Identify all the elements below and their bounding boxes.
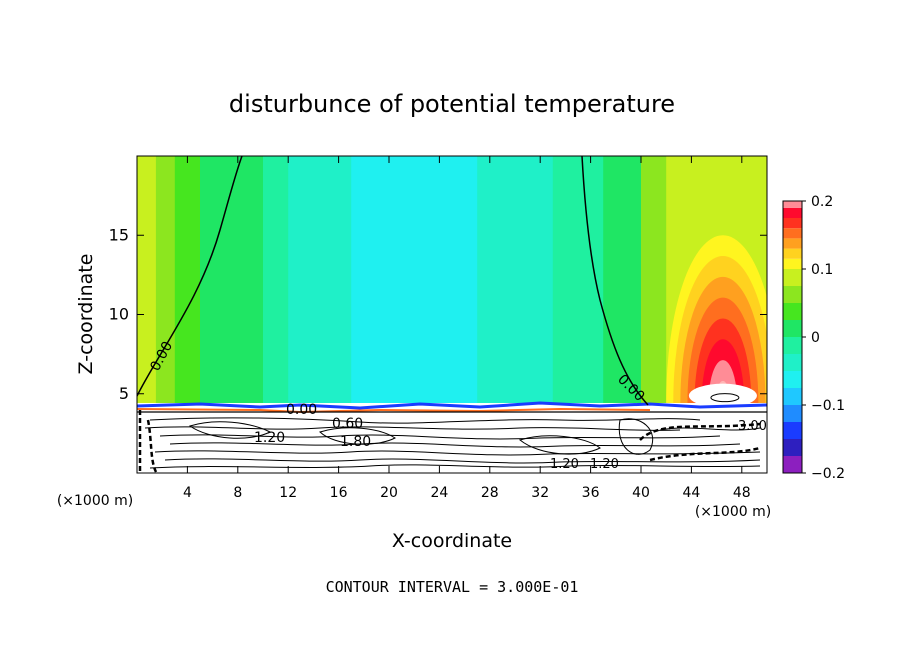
colorbar-level [783, 456, 802, 473]
colorbar-level [783, 439, 802, 456]
x-tick-label: 16 [330, 485, 348, 501]
x-unit-left: (×1000 m) [57, 493, 133, 509]
colorbar [783, 201, 802, 473]
x-axis: 4 8 12 16 20 24 28 32 36 40 44 48 [183, 156, 751, 501]
y-axis: 5 10 15 [109, 225, 767, 403]
colorbar-level [783, 258, 802, 269]
zero-contour-left [137, 156, 243, 397]
colorbar-level [783, 320, 802, 337]
anomaly-contour [710, 393, 740, 403]
colorbar-level [783, 354, 802, 371]
x-unit-right: (×1000 m) [695, 504, 771, 520]
colorbar-level [783, 218, 802, 229]
colorbar-level [783, 405, 802, 422]
contour-label: 1.80 [340, 434, 371, 450]
field-band [155, 156, 176, 473]
y-tick-label: 10 [109, 305, 129, 324]
colorbar-tick-label: 0 [811, 330, 820, 346]
colorbar-tick-label: −0.1 [811, 398, 845, 414]
contour-label: 3.00 [738, 419, 767, 434]
x-tick-label: 8 [233, 485, 242, 501]
x-tick-label: 32 [531, 485, 549, 501]
colorbar-level [783, 207, 802, 218]
x-tick-label: 36 [582, 485, 600, 501]
x-tick-label: 12 [279, 485, 297, 501]
colorbar-ticks: 0.2 0.1 0 −0.1 −0.2 [802, 194, 845, 482]
x-tick-label: 24 [430, 485, 448, 501]
x-tick-label: 20 [380, 485, 398, 501]
y-axis-label: Z-coordinate [75, 254, 97, 375]
colorbar-tick-label: 0.1 [811, 262, 833, 278]
contour-label: 1.20 [590, 457, 619, 472]
orange-front-line [137, 407, 651, 414]
colorbar-level [783, 303, 802, 320]
colorbar-level [783, 286, 802, 303]
colorbar-level [783, 422, 802, 439]
colorbar-tick-label: −0.2 [811, 466, 845, 482]
y-tick-label: 15 [109, 225, 129, 244]
colorbar-level [783, 337, 802, 354]
colorbar-level [783, 388, 802, 405]
contour-label: 1.20 [550, 457, 579, 472]
contour-label: 0.60 [332, 416, 363, 432]
blue-front-line [137, 401, 767, 410]
zero-contour-right [581, 156, 649, 406]
plot-area [137, 156, 767, 473]
dashed-negative-contours [138, 410, 761, 473]
contour-interval-note: CONTOUR INTERVAL = 3.000E-01 [326, 578, 579, 596]
x-tick-label: 44 [682, 485, 700, 501]
colorbar-level [783, 371, 802, 388]
boundary-contours [144, 417, 761, 469]
chart-title: disturbunce of potential temperature [229, 90, 675, 118]
colorbar-level [783, 269, 802, 286]
colorbar-level [783, 201, 802, 208]
x-tick-label: 40 [632, 485, 650, 501]
colorbar-level [783, 228, 802, 239]
colorbar-level [783, 248, 802, 259]
x-tick-label: 4 [183, 485, 192, 501]
y-tick-label: 5 [119, 384, 129, 403]
colorbar-tick-label: 0.2 [811, 194, 833, 210]
contour-label: 0.00 [286, 402, 317, 418]
x-tick-label: 48 [733, 485, 751, 501]
x-tick-label: 28 [481, 485, 499, 501]
anomaly-core [688, 383, 757, 408]
colorbar-level [783, 238, 802, 249]
x-axis-label: X-coordinate [392, 530, 512, 552]
contour-label: 1.20 [254, 430, 285, 446]
